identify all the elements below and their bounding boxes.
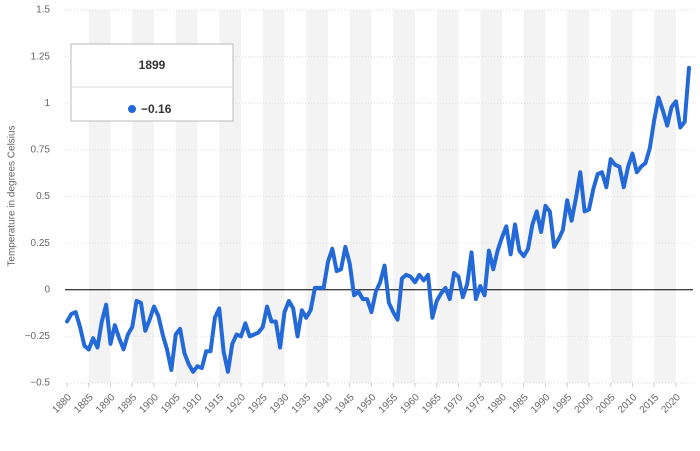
x-tick-label: 2020 [659,392,683,416]
x-tick-label: 1945 [333,392,357,416]
x-tick-label: 1905 [159,392,183,416]
y-tick-label: 1.5 [36,5,50,16]
y-axis-title: Temperature in degrees Celsius [7,125,18,266]
x-tick-label: 1885 [72,392,96,416]
y-tick-label: −0.25 [25,331,51,342]
x-tick-label: 2005 [594,392,618,416]
x-tick-label: 1940 [311,392,335,416]
y-tick-label: 0.25 [31,238,51,249]
y-tick-label: 1.25 [31,51,51,62]
x-tick-label: 1955 [377,392,401,416]
x-tick-label: 1950 [355,392,379,416]
x-tick-label: 1975 [464,392,488,416]
x-tick-label: 2000 [572,392,596,416]
y-tick-label: −0.5 [30,378,50,389]
x-tick-label: 1970 [442,392,466,416]
y-tick-label: 0 [44,284,50,295]
x-tick-label: 1985 [507,392,531,416]
x-tick-label: 1895 [116,392,140,416]
x-tick-label: 1965 [420,392,444,416]
x-tick-label: 1890 [94,392,118,416]
tooltip-box [70,43,234,122]
x-tick-label: 1925 [246,392,270,416]
x-tick-label: 1935 [290,392,314,416]
tooltip-year: 1899 [139,58,166,72]
y-tick-label: 0.5 [36,191,50,202]
x-tick-label: 2015 [638,392,662,416]
x-tick-label: 1900 [137,392,161,416]
x-tick-label: 1960 [398,392,422,416]
x-tick-label: 1910 [181,392,205,416]
x-tick-label: 1880 [50,392,74,416]
y-tick-label: 1 [44,98,50,109]
data-line [65,65,691,374]
y-tick-label: 0.75 [31,145,51,156]
x-tick-label: 1990 [529,392,553,416]
tooltip-value: −0.16 [141,102,172,116]
x-tick-label: 2010 [616,392,640,416]
x-tick-label: 1995 [551,392,575,416]
x-tick-label: 1930 [268,392,292,416]
x-tick-label: 1920 [224,392,248,416]
x-tick-label: 1980 [485,392,509,416]
x-tick-label: 1915 [203,392,227,416]
tooltip: 1899 −0.16 [70,43,234,122]
tooltip-marker [128,105,136,113]
